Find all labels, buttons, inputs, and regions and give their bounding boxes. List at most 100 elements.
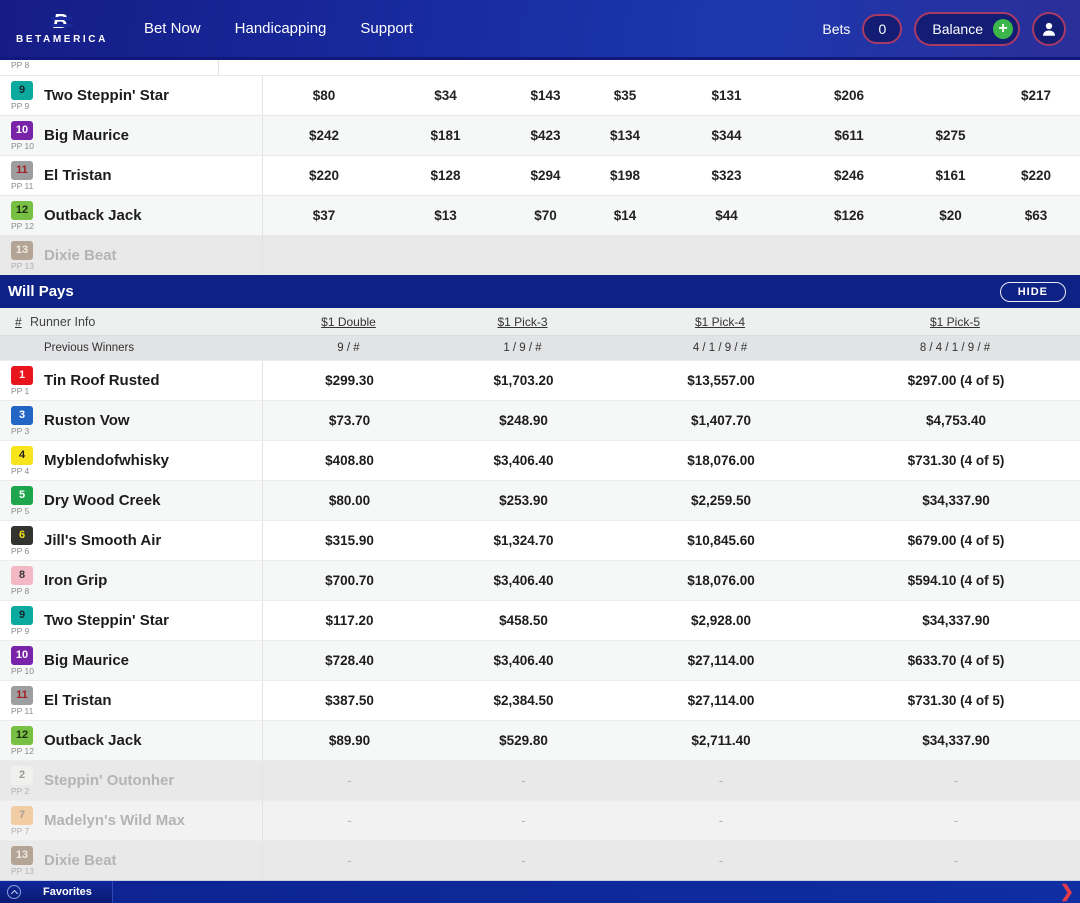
payout-value: $408.80 <box>263 441 436 480</box>
program-number-cell: 13PP 13 <box>0 236 44 275</box>
post-position-label: PP 8 <box>11 586 37 596</box>
betamerica-logo[interactable]: B BETAMERICA <box>16 12 108 45</box>
post-position-label: PP 4 <box>11 466 37 476</box>
payout-value: $27,114.00 <box>611 641 831 680</box>
saddlecloth-badge: 3 <box>11 406 33 425</box>
previous-winners-pick3: 1 / 9 / # <box>435 342 610 354</box>
payout-value: $246 <box>788 156 910 195</box>
favorites-tab[interactable]: Favorites <box>0 881 113 903</box>
payout-value: $34 <box>385 76 506 115</box>
balance-label: Balance <box>932 21 983 37</box>
runner-name: Outback Jack <box>44 732 142 749</box>
column-header-pick5[interactable]: $1 Pick-5 <box>830 315 1080 329</box>
runner-name: Big Maurice <box>44 127 129 144</box>
runner-name: El Tristan <box>44 692 112 709</box>
nav-item-handicapping[interactable]: Handicapping <box>235 20 327 37</box>
payout-value: $679.00 (4 of 5) <box>831 521 1080 560</box>
payout-value: $206 <box>788 76 910 115</box>
payout-value: $700.70 <box>263 561 436 600</box>
runner-row: 2PP 2Steppin' Outonher---- <box>0 760 1080 800</box>
payout-value <box>991 116 1080 155</box>
payout-value: - <box>831 801 1080 840</box>
post-position-label: PP 6 <box>11 546 37 556</box>
runner-row: 6PP 6Jill's Smooth Air$315.90$1,324.70$1… <box>0 520 1080 560</box>
saddlecloth-badge: 12 <box>11 726 33 745</box>
payout-value: $34,337.90 <box>831 481 1080 520</box>
runner-row: 12PP 12Outback Jack$89.90$529.80$2,711.4… <box>0 720 1080 760</box>
post-position-label: PP 10 <box>11 666 37 676</box>
payout-value: - <box>436 761 611 800</box>
nav-item-bet-now[interactable]: Bet Now <box>144 20 201 37</box>
chevron-up-icon[interactable] <box>7 885 21 899</box>
top-navbar: B BETAMERICA Bet NowHandicappingSupport … <box>0 0 1080 60</box>
runner-row: 10PP 10Big Maurice$242$181$423$134$344$6… <box>0 115 1080 155</box>
column-header-pick4[interactable]: $1 Pick-4 <box>610 315 830 329</box>
payout-value: $134 <box>585 116 665 155</box>
program-number-cell: 12PP 12 <box>0 721 44 760</box>
post-position-label: PP 12 <box>11 746 37 756</box>
payout-value <box>585 236 665 275</box>
saddlecloth-badge: 6 <box>11 526 33 545</box>
logo-text: BETAMERICA <box>16 34 108 45</box>
program-number-cell: 11PP 11 <box>0 681 44 720</box>
will-pays-title: Will Pays <box>8 283 74 300</box>
program-number-cell: 10PP 10 <box>0 116 44 155</box>
payouts-table: PP 8 9PP 9Two Steppin' Star$80$34$143$35… <box>0 60 1080 275</box>
runner-row: 12PP 12Outback Jack$37$13$70$14$44$126$2… <box>0 195 1080 235</box>
runner-name: Tin Roof Rusted <box>44 372 160 389</box>
payout-value: $34,337.90 <box>831 721 1080 760</box>
runner-row: 9PP 9Two Steppin' Star$117.20$458.50$2,9… <box>0 600 1080 640</box>
payout-value: $3,406.40 <box>436 441 611 480</box>
runner-row: 9PP 9Two Steppin' Star$80$34$143$35$131$… <box>0 75 1080 115</box>
runner-row: 11PP 11El Tristan$387.50$2,384.50$27,114… <box>0 680 1080 720</box>
post-position-label: PP 13 <box>11 866 37 876</box>
post-position-label: PP 1 <box>11 386 37 396</box>
column-header-double[interactable]: $1 Double <box>262 315 435 329</box>
navbar-right: Bets 0 Balance + <box>822 12 1066 46</box>
runner-row: 10PP 10Big Maurice$728.40$3,406.40$27,11… <box>0 640 1080 680</box>
payout-value: $423 <box>506 116 585 155</box>
post-position-label: PP 9 <box>11 101 37 111</box>
payout-value: $594.10 (4 of 5) <box>831 561 1080 600</box>
payout-value: $387.50 <box>263 681 436 720</box>
saddlecloth-badge: 7 <box>11 806 33 825</box>
bets-count-button[interactable]: 0 <box>862 14 902 44</box>
payout-value: $34,337.90 <box>831 601 1080 640</box>
account-button[interactable] <box>1032 12 1066 46</box>
payout-value: $253.90 <box>436 481 611 520</box>
payout-value: $217 <box>991 76 1080 115</box>
payout-value <box>665 236 788 275</box>
runner-name: Steppin' Outonher <box>44 772 174 789</box>
program-number-cell: 10PP 10 <box>0 641 44 680</box>
runner-row: 7PP 7Madelyn's Wild Max---- <box>0 800 1080 840</box>
program-number-cell: 2PP 2 <box>0 761 44 800</box>
runner-name: Dixie Beat <box>44 247 117 264</box>
runner-name: Dixie Beat <box>44 852 117 869</box>
payout-value: $731.30 (4 of 5) <box>831 441 1080 480</box>
balance-button[interactable]: Balance + <box>914 12 1020 46</box>
column-header-pick3[interactable]: $1 Pick-3 <box>435 315 610 329</box>
hide-button[interactable]: HIDE <box>1000 282 1066 302</box>
runner-name: Ruston Vow <box>44 412 130 429</box>
post-position-label: PP 8 <box>11 60 37 70</box>
chevron-right-icon[interactable]: ❯ <box>1060 882 1074 902</box>
runner-row: 11PP 11El Tristan$220$128$294$198$323$24… <box>0 155 1080 195</box>
saddlecloth-badge: 12 <box>11 201 33 220</box>
payout-value: $297.00 (4 of 5) <box>831 361 1080 400</box>
payout-value: $2,928.00 <box>611 601 831 640</box>
add-funds-plus-icon[interactable]: + <box>993 19 1013 39</box>
payout-value: $80 <box>263 76 385 115</box>
payout-value <box>991 236 1080 275</box>
runner-row: 13PP 13Dixie Beat---- <box>0 840 1080 880</box>
post-position-label: PP 2 <box>11 786 37 796</box>
column-header-number[interactable]: # <box>15 315 22 329</box>
nav-item-support[interactable]: Support <box>360 20 413 37</box>
runner-row: 8PP 8Iron Grip$700.70$3,406.40$18,076.00… <box>0 560 1080 600</box>
payout-value: $242 <box>263 116 385 155</box>
previous-winners-pick5: 8 / 4 / 1 / 9 / # <box>830 342 1080 354</box>
previous-winners-label: Previous Winners <box>44 342 262 354</box>
payout-value: $1,407.70 <box>611 401 831 440</box>
post-position-label: PP 11 <box>11 706 37 716</box>
payout-value: $37 <box>263 196 385 235</box>
previous-winners-double: 9 / # <box>262 342 435 354</box>
